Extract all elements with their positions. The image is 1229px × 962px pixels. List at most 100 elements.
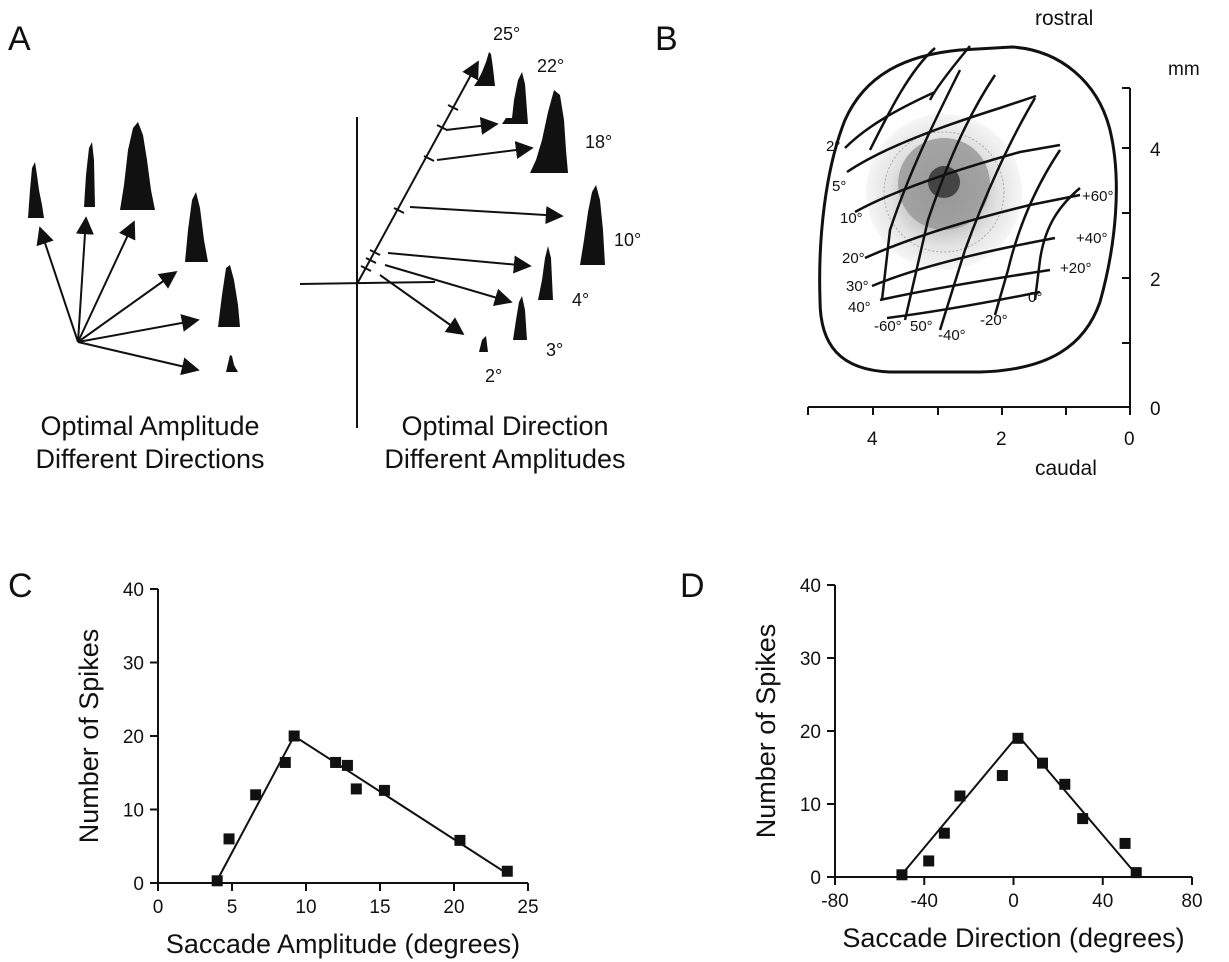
caudal-label: caudal xyxy=(1035,457,1097,480)
map-direction-label: +40° xyxy=(1076,230,1107,247)
mm-tick-label: 4 xyxy=(1150,140,1161,161)
data-point xyxy=(454,834,466,846)
map-amplitude-isolines xyxy=(844,90,1081,320)
tick-mark xyxy=(360,265,372,272)
spike-histogram xyxy=(226,355,238,372)
data-point xyxy=(1059,778,1071,790)
tick-mark xyxy=(423,155,435,162)
tick-mark xyxy=(393,207,405,214)
mm-tick-label: 2 xyxy=(1150,270,1161,291)
y-tick-label: 10 xyxy=(800,795,821,816)
data-point xyxy=(996,770,1008,782)
direction-arrow xyxy=(77,220,136,343)
direction-arrow xyxy=(77,341,200,376)
caption-optimal-amplitude: Optimal Amplitude Different Directions xyxy=(0,410,300,476)
amplitude-label: 25° xyxy=(493,24,520,44)
caption-line-2: Different Amplitudes xyxy=(384,444,626,474)
spike-histogram xyxy=(84,142,95,207)
map-amplitude-label: 30° xyxy=(846,278,869,295)
data-point xyxy=(350,783,362,795)
map-amplitude-label: 50° xyxy=(910,318,933,335)
fit-line xyxy=(214,734,511,884)
rostral-label: rostral xyxy=(1035,7,1093,30)
caption-line-1: Optimal Amplitude xyxy=(40,411,260,441)
y-tick-label: 30 xyxy=(800,649,821,670)
isoline xyxy=(886,290,1041,320)
amplitude-label: 4° xyxy=(572,290,589,310)
panel-b-direction-labels: +60° +40° +20° 0° -20° -40° -60° xyxy=(874,188,1113,344)
x-tick-label: 5 xyxy=(227,897,238,918)
receptive-field-core xyxy=(928,166,960,198)
panel-b-amplitude-labels: 2° 5° 10° 20° 30° 40° 50° xyxy=(826,138,933,335)
data-point xyxy=(330,756,342,768)
data-point xyxy=(501,865,513,877)
map-direction-label: 0° xyxy=(1028,289,1042,306)
direction-arrow xyxy=(77,270,178,343)
caption-line-2: Different Directions xyxy=(35,444,265,474)
caption-optimal-direction: Optimal Direction Different Amplitudes xyxy=(350,410,660,476)
map-amplitude-label: 2° xyxy=(826,138,840,155)
chart-c-amplitude-tuning: 0 10 20 30 40 0 5 10 15 20 25 Saccade Amplitude (de… xyxy=(74,580,539,959)
tick-mark xyxy=(369,249,381,256)
data-point xyxy=(1012,732,1024,744)
optimal-direction-line xyxy=(356,60,479,285)
spike-histogram xyxy=(530,90,568,173)
data-point xyxy=(938,827,950,839)
data-point xyxy=(279,756,291,768)
data-point xyxy=(923,855,935,867)
mm-tick-label: 0 xyxy=(1124,429,1135,450)
data-point xyxy=(288,730,300,742)
amplitude-arrow xyxy=(445,116,499,135)
x-tick-label: -80 xyxy=(821,891,848,912)
amplitude-arrow xyxy=(379,274,465,336)
spike-histogram xyxy=(28,162,44,218)
panel-b-axes: 0 2 4 mm 4 2 0 rostral caudal xyxy=(807,7,1200,480)
map-amplitude-label: 5° xyxy=(832,178,846,195)
isoline xyxy=(928,45,971,101)
isoline xyxy=(903,74,997,321)
panel-letter-b: B xyxy=(655,20,678,58)
spike-histogram xyxy=(479,336,488,352)
y-tick-label: 30 xyxy=(123,654,144,675)
isoline xyxy=(854,143,1061,214)
data-point xyxy=(1077,813,1089,825)
spike-histogram xyxy=(218,265,240,327)
spike-histogram xyxy=(580,185,605,265)
data-point xyxy=(378,784,390,796)
panel-letter-c: C xyxy=(8,567,33,605)
isoline xyxy=(879,268,1051,302)
x-tick-label: 0 xyxy=(153,897,164,918)
y-axis-label: Number of Spikes xyxy=(751,624,781,839)
y-tick-label: 10 xyxy=(123,801,144,822)
y-tick-label: 40 xyxy=(123,580,144,601)
data-point xyxy=(341,759,353,771)
map-direction-isolines xyxy=(868,45,1081,331)
map-direction-label: +60° xyxy=(1082,188,1113,205)
panel-a-amplitude-axes xyxy=(299,60,479,428)
x-tick-label: 20 xyxy=(443,897,464,918)
data-point xyxy=(954,790,966,802)
spike-histogram xyxy=(120,122,155,210)
map-direction-label: -20° xyxy=(980,312,1008,329)
x-axis-label: Saccade Amplitude (degrees) xyxy=(166,929,520,959)
isoline xyxy=(871,236,1056,288)
map-direction-label: -40° xyxy=(938,327,966,344)
tick-mark xyxy=(447,104,459,111)
amplitude-label: 18° xyxy=(585,132,612,152)
direction-arrow xyxy=(77,314,200,343)
panel-letter-a: A xyxy=(8,20,31,58)
amplitude-arrow xyxy=(384,264,513,307)
caption-line-1: Optimal Direction xyxy=(401,411,609,441)
panel-a-left-histograms xyxy=(28,122,240,372)
spike-histogram xyxy=(538,246,553,300)
tick-mark xyxy=(436,124,448,131)
x-axis-label: Saccade Direction (degrees) xyxy=(842,923,1184,953)
map-amplitude-label: 10° xyxy=(840,210,863,227)
amplitude-arrow xyxy=(436,141,534,161)
data-point xyxy=(250,789,262,801)
isoline xyxy=(993,149,1062,316)
isoline xyxy=(1033,187,1081,301)
y-tick-label: 0 xyxy=(133,874,144,895)
isoline xyxy=(938,97,1037,331)
x-tick-label: -40 xyxy=(911,891,938,912)
